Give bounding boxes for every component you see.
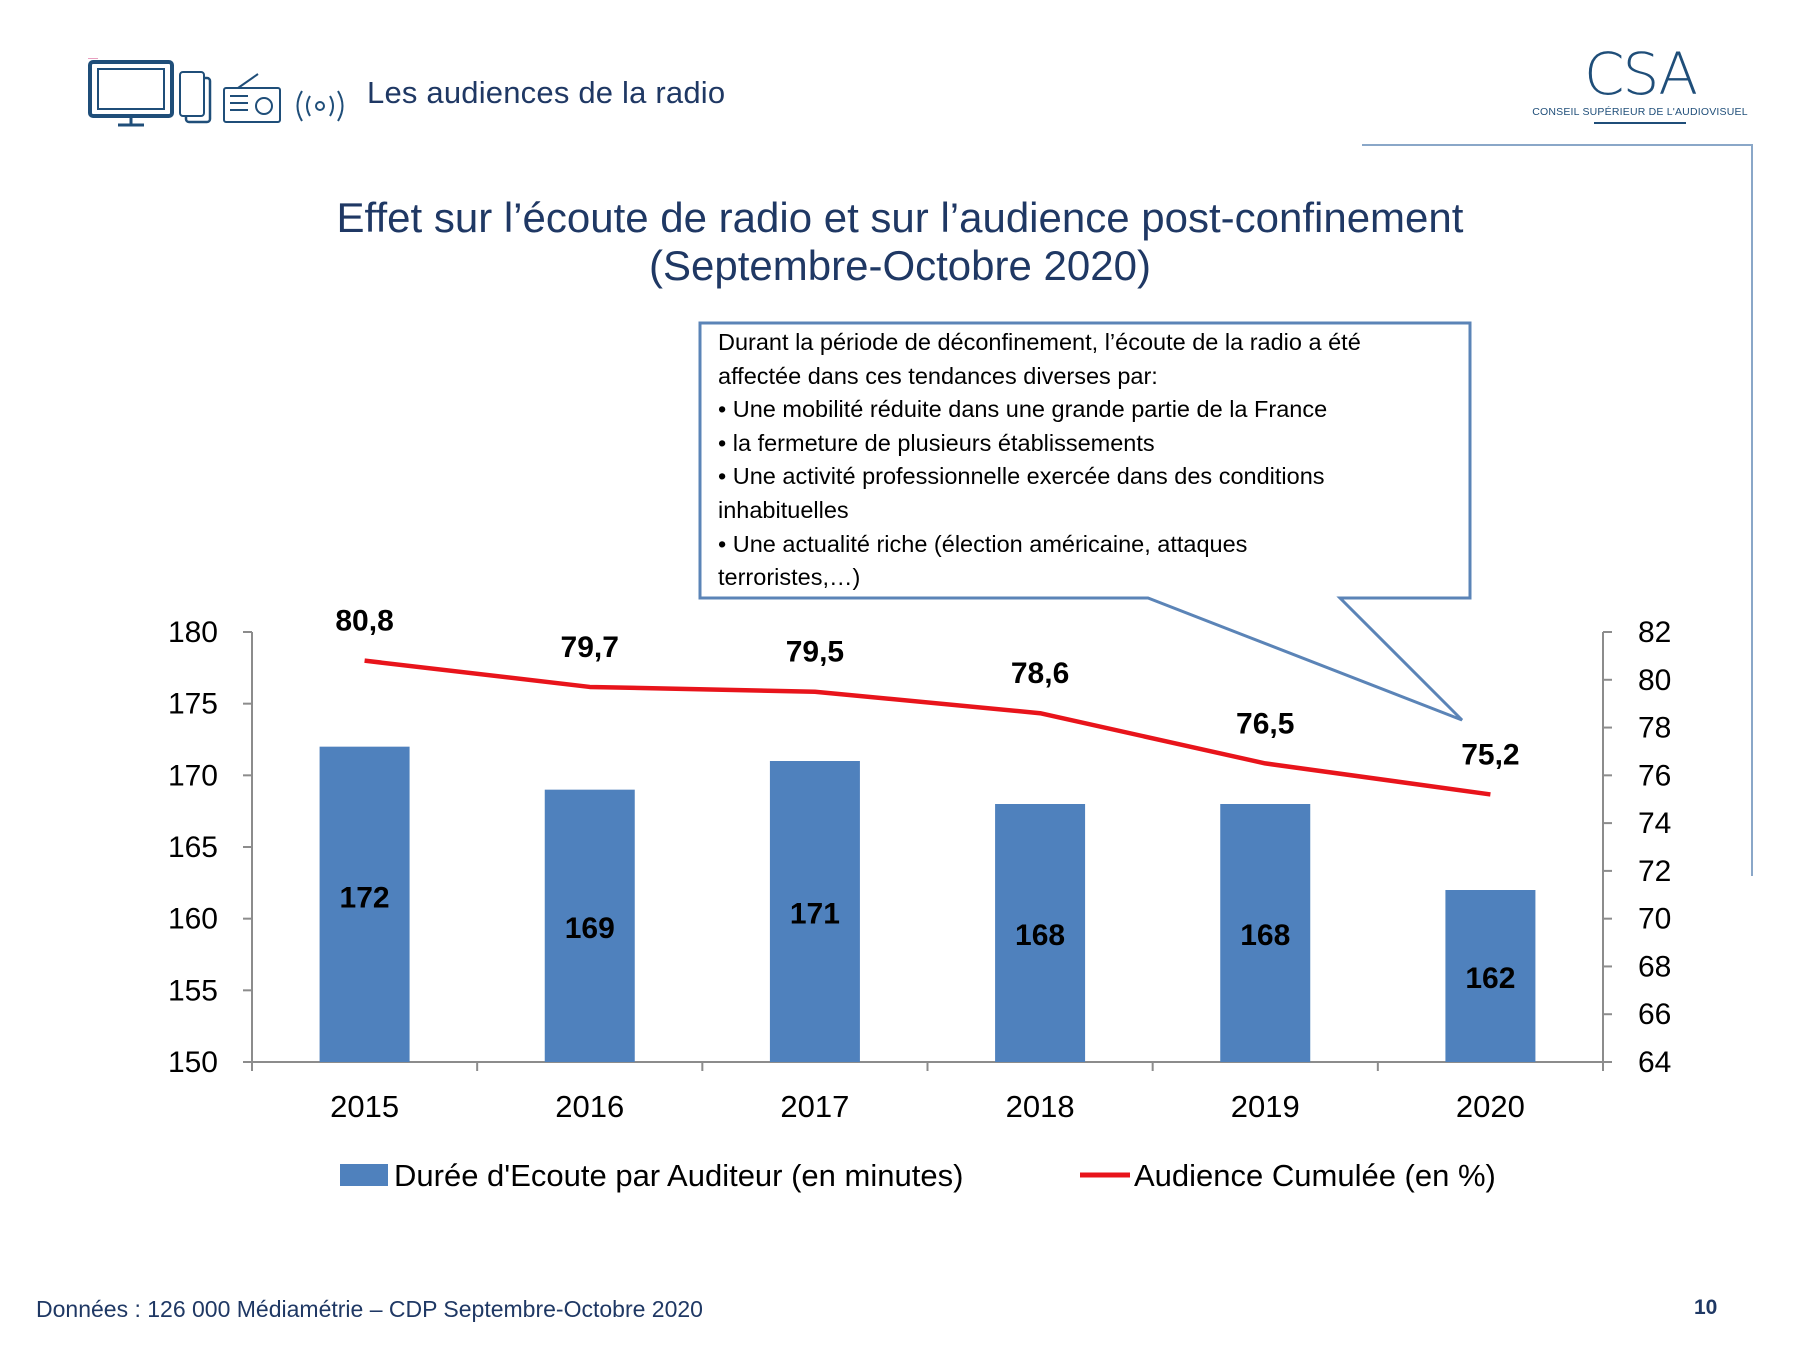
bar <box>1220 804 1311 1062</box>
callout-box <box>698 321 1472 722</box>
logo-subtitle: CONSEIL SUPÉRIEUR DE L'AUDIOVISUEL <box>1532 106 1748 118</box>
y-right-tick-label: 64 <box>1638 1046 1671 1079</box>
y-right-tick-label: 82 <box>1638 616 1671 649</box>
source-note: Données : 126 000 Médiamétrie – CDP Sept… <box>36 1296 703 1322</box>
y-left-tick-label: 150 <box>168 1046 218 1079</box>
page-number: 10 <box>1694 1296 1718 1319</box>
frame-line-top <box>1362 144 1752 146</box>
y-left-tick-label: 160 <box>168 903 218 936</box>
x-tick-label: 2015 <box>330 1089 399 1124</box>
line-data-label: 80,8 <box>335 605 393 638</box>
bar <box>769 761 860 1062</box>
y-left-tick-label: 155 <box>168 974 218 1007</box>
line-data-label: 76,5 <box>1236 707 1294 740</box>
media-devices-icon <box>88 58 344 127</box>
legend-bar-swatch <box>340 1164 388 1186</box>
header: Les audiences de la radio <box>88 58 725 128</box>
line-data-label: 78,6 <box>1011 657 1069 690</box>
section-title: Les audiences de la radio <box>367 75 726 110</box>
y-left-tick-label: 165 <box>168 831 218 864</box>
y-right-tick-label: 76 <box>1638 759 1671 792</box>
bar <box>995 804 1086 1062</box>
callout-line: • Une actualité riche (élection américai… <box>718 530 1248 557</box>
y-left-tick-label: 175 <box>168 688 218 721</box>
csa-logo: CSA CONSEIL SUPÉRIEUR DE L'AUDIOVISUEL <box>1530 42 1750 124</box>
combo-chart: 150 155 160 165 170 175 180 64 66 68 70 72 74 76 78 80 8… <box>168 605 1671 1193</box>
bar <box>544 789 635 1062</box>
callout-line: Durant la période de déconfinement, l’éc… <box>718 329 1361 355</box>
callout-line: • Une mobilité réduite dans une grande p… <box>718 396 1328 423</box>
chart-title: Effet sur l’écoute de radio et sur l’aud… <box>336 194 1464 241</box>
y-left-tick-label: 170 <box>168 759 218 792</box>
y-right-tick-label: 74 <box>1638 807 1671 840</box>
bar-data-label: 171 <box>790 898 840 931</box>
callout-line: terroristes,…) <box>718 564 861 591</box>
bar-data-label: 169 <box>565 912 615 945</box>
y-right-tick-label: 72 <box>1638 855 1671 888</box>
audience-line <box>364 658 1491 797</box>
x-tick-label: 2017 <box>780 1089 849 1124</box>
bar-data-label: 168 <box>1015 919 1065 952</box>
legend-bar-label: Durée d'Ecoute par Auditeur (en minutes) <box>394 1158 963 1193</box>
legend-line-label: Audience Cumulée (en %) <box>1134 1158 1496 1193</box>
x-tick-label: 2018 <box>1006 1089 1075 1124</box>
callout-text: Durant la période de déconfinement, l’éc… <box>718 326 1488 595</box>
y-right-tick-label: 70 <box>1638 903 1671 936</box>
y-right-tick-label: 80 <box>1638 664 1671 697</box>
line-data-label: 79,5 <box>786 636 844 669</box>
logo-underline <box>1594 122 1686 124</box>
x-tick-label: 2016 <box>555 1089 624 1124</box>
y-left-tick-label: 180 <box>168 616 218 649</box>
frame-line-right <box>1751 144 1753 876</box>
bar-data-label: 162 <box>1465 962 1515 995</box>
logo-mark: CSA <box>1583 40 1698 108</box>
callout-line: affectée dans ces tendances diverses par… <box>718 362 1158 389</box>
chart-subtitle: (Septembre-Octobre 2020) <box>649 242 1151 289</box>
line-data-label: 79,7 <box>561 631 619 664</box>
y-right-tick-label: 66 <box>1638 998 1671 1031</box>
callout-line: • la fermeture de plusieurs établissemen… <box>718 429 1155 456</box>
bar-data-label: 168 <box>1240 919 1290 952</box>
line-data-label: 75,2 <box>1461 738 1519 771</box>
y-right-tick-label: 78 <box>1638 712 1671 745</box>
x-tick-label: 2020 <box>1456 1089 1525 1124</box>
bar <box>319 746 410 1062</box>
callout-line: • Une activité professionnelle exercée d… <box>718 463 1325 490</box>
x-tick-label: 2019 <box>1231 1089 1300 1124</box>
y-right-tick-label: 68 <box>1638 950 1671 983</box>
callout-line: inhabituelles <box>718 496 849 523</box>
bar-data-label: 172 <box>340 881 390 914</box>
bar <box>1445 890 1536 1062</box>
